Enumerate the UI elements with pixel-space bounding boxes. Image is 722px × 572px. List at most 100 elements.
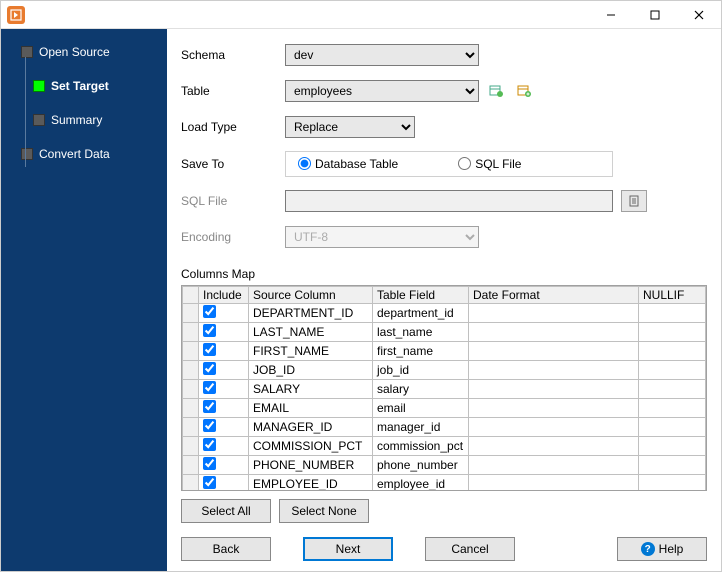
maximize-button[interactable]: [633, 1, 677, 29]
include-checkbox[interactable]: [203, 381, 216, 394]
schema-select[interactable]: dev: [285, 44, 479, 66]
table-row[interactable]: EMAILemail: [183, 398, 706, 417]
row-handle[interactable]: [183, 398, 199, 417]
cell-nullif[interactable]: [639, 474, 706, 491]
grid-header-include[interactable]: Include: [199, 286, 249, 303]
cell-date[interactable]: [469, 303, 639, 322]
cell-include[interactable]: [199, 303, 249, 322]
cell-source[interactable]: PHONE_NUMBER: [249, 455, 373, 474]
cell-date[interactable]: [469, 417, 639, 436]
table-row[interactable]: LAST_NAMElast_name: [183, 322, 706, 341]
cell-nullif[interactable]: [639, 455, 706, 474]
cell-include[interactable]: [199, 379, 249, 398]
cell-field[interactable]: manager_id: [373, 417, 469, 436]
row-handle[interactable]: [183, 322, 199, 341]
table-row[interactable]: MANAGER_IDmanager_id: [183, 417, 706, 436]
sidebar-item-open-source[interactable]: Open Source: [21, 41, 167, 63]
include-checkbox[interactable]: [203, 476, 216, 489]
cell-date[interactable]: [469, 322, 639, 341]
cell-date[interactable]: [469, 360, 639, 379]
cell-date[interactable]: [469, 379, 639, 398]
cell-date[interactable]: [469, 341, 639, 360]
include-checkbox[interactable]: [203, 400, 216, 413]
cell-nullif[interactable]: [639, 379, 706, 398]
table-row[interactable]: COMMISSION_PCTcommission_pct: [183, 436, 706, 455]
cell-nullif[interactable]: [639, 417, 706, 436]
table-row[interactable]: SALARYsalary: [183, 379, 706, 398]
cell-source[interactable]: EMPLOYEE_ID: [249, 474, 373, 491]
cell-date[interactable]: [469, 455, 639, 474]
sidebar-item-summary[interactable]: Summary: [33, 109, 167, 131]
cell-nullif[interactable]: [639, 303, 706, 322]
sqlfile-browse-button[interactable]: [621, 190, 647, 212]
include-checkbox[interactable]: [203, 438, 216, 451]
include-checkbox[interactable]: [203, 362, 216, 375]
cell-source[interactable]: DEPARTMENT_ID: [249, 303, 373, 322]
table-row[interactable]: PHONE_NUMBERphone_number: [183, 455, 706, 474]
cell-include[interactable]: [199, 417, 249, 436]
include-checkbox[interactable]: [203, 343, 216, 356]
close-button[interactable]: [677, 1, 721, 29]
new-table-button[interactable]: [513, 80, 535, 102]
cell-field[interactable]: phone_number: [373, 455, 469, 474]
sidebar-item-convert-data[interactable]: Convert Data: [21, 143, 167, 165]
select-none-button[interactable]: Select None: [279, 499, 369, 523]
include-checkbox[interactable]: [203, 457, 216, 470]
cell-date[interactable]: [469, 436, 639, 455]
table-row[interactable]: EMPLOYEE_IDemployee_id: [183, 474, 706, 491]
cell-field[interactable]: commission_pct: [373, 436, 469, 455]
cell-field[interactable]: email: [373, 398, 469, 417]
cell-source[interactable]: EMAIL: [249, 398, 373, 417]
cell-source[interactable]: COMMISSION_PCT: [249, 436, 373, 455]
saveto-radio-db[interactable]: Database Table: [298, 157, 398, 171]
table-select[interactable]: employees: [285, 80, 479, 102]
row-handle[interactable]: [183, 379, 199, 398]
cell-nullif[interactable]: [639, 341, 706, 360]
loadtype-select[interactable]: Replace: [285, 116, 415, 138]
back-button[interactable]: Back: [181, 537, 271, 561]
cell-nullif[interactable]: [639, 398, 706, 417]
columns-grid[interactable]: Include Source Column Table Field Date F…: [181, 285, 707, 491]
include-checkbox[interactable]: [203, 305, 216, 318]
select-all-button[interactable]: Select All: [181, 499, 271, 523]
cell-nullif[interactable]: [639, 360, 706, 379]
cell-date[interactable]: [469, 474, 639, 491]
row-handle[interactable]: [183, 360, 199, 379]
cell-nullif[interactable]: [639, 436, 706, 455]
cell-source[interactable]: JOB_ID: [249, 360, 373, 379]
help-button[interactable]: ? Help: [617, 537, 707, 561]
refresh-table-button[interactable]: [485, 80, 507, 102]
cell-date[interactable]: [469, 398, 639, 417]
include-checkbox[interactable]: [203, 419, 216, 432]
saveto-radio-sql-input[interactable]: [458, 157, 471, 170]
cell-field[interactable]: job_id: [373, 360, 469, 379]
cell-include[interactable]: [199, 474, 249, 491]
cell-source[interactable]: LAST_NAME: [249, 322, 373, 341]
cell-field[interactable]: first_name: [373, 341, 469, 360]
include-checkbox[interactable]: [203, 324, 216, 337]
row-handle[interactable]: [183, 417, 199, 436]
cell-field[interactable]: employee_id: [373, 474, 469, 491]
cell-field[interactable]: salary: [373, 379, 469, 398]
grid-header-nullif[interactable]: NULLIF: [639, 286, 706, 303]
cell-nullif[interactable]: [639, 322, 706, 341]
saveto-radio-sql[interactable]: SQL File: [458, 157, 521, 171]
grid-header-date[interactable]: Date Format: [469, 286, 639, 303]
table-row[interactable]: FIRST_NAMEfirst_name: [183, 341, 706, 360]
cell-include[interactable]: [199, 360, 249, 379]
grid-header-source[interactable]: Source Column: [249, 286, 373, 303]
sidebar-item-set-target[interactable]: Set Target: [33, 75, 167, 97]
table-row[interactable]: JOB_IDjob_id: [183, 360, 706, 379]
saveto-radio-db-input[interactable]: [298, 157, 311, 170]
cell-include[interactable]: [199, 455, 249, 474]
cell-source[interactable]: FIRST_NAME: [249, 341, 373, 360]
cell-include[interactable]: [199, 398, 249, 417]
cell-field[interactable]: last_name: [373, 322, 469, 341]
cell-field[interactable]: department_id: [373, 303, 469, 322]
cancel-button[interactable]: Cancel: [425, 537, 515, 561]
cell-source[interactable]: MANAGER_ID: [249, 417, 373, 436]
next-button[interactable]: Next: [303, 537, 393, 561]
cell-include[interactable]: [199, 322, 249, 341]
cell-include[interactable]: [199, 341, 249, 360]
row-handle[interactable]: [183, 455, 199, 474]
